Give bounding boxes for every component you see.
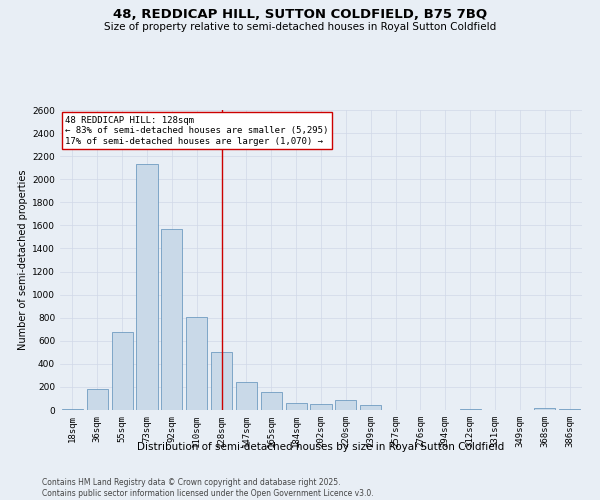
- Bar: [112, 332, 133, 410]
- Y-axis label: Number of semi-detached properties: Number of semi-detached properties: [18, 170, 28, 350]
- Bar: [261, 392, 282, 410]
- Text: Distribution of semi-detached houses by size in Royal Sutton Coldfield: Distribution of semi-detached houses by …: [137, 442, 505, 452]
- Text: 48, REDDICAP HILL, SUTTON COLDFIELD, B75 7BQ: 48, REDDICAP HILL, SUTTON COLDFIELD, B75…: [113, 8, 487, 20]
- Bar: [161, 230, 182, 410]
- Bar: [310, 404, 332, 410]
- Bar: [335, 400, 356, 410]
- Bar: [534, 408, 555, 410]
- Text: Contains HM Land Registry data © Crown copyright and database right 2025.
Contai: Contains HM Land Registry data © Crown c…: [42, 478, 374, 498]
- Bar: [286, 402, 307, 410]
- Text: Size of property relative to semi-detached houses in Royal Sutton Coldfield: Size of property relative to semi-detach…: [104, 22, 496, 32]
- Bar: [136, 164, 158, 410]
- Bar: [236, 382, 257, 410]
- Bar: [87, 388, 108, 410]
- Bar: [211, 352, 232, 410]
- Bar: [186, 316, 207, 410]
- Text: 48 REDDICAP HILL: 128sqm
← 83% of semi-detached houses are smaller (5,295)
17% o: 48 REDDICAP HILL: 128sqm ← 83% of semi-d…: [65, 116, 329, 146]
- Bar: [360, 406, 381, 410]
